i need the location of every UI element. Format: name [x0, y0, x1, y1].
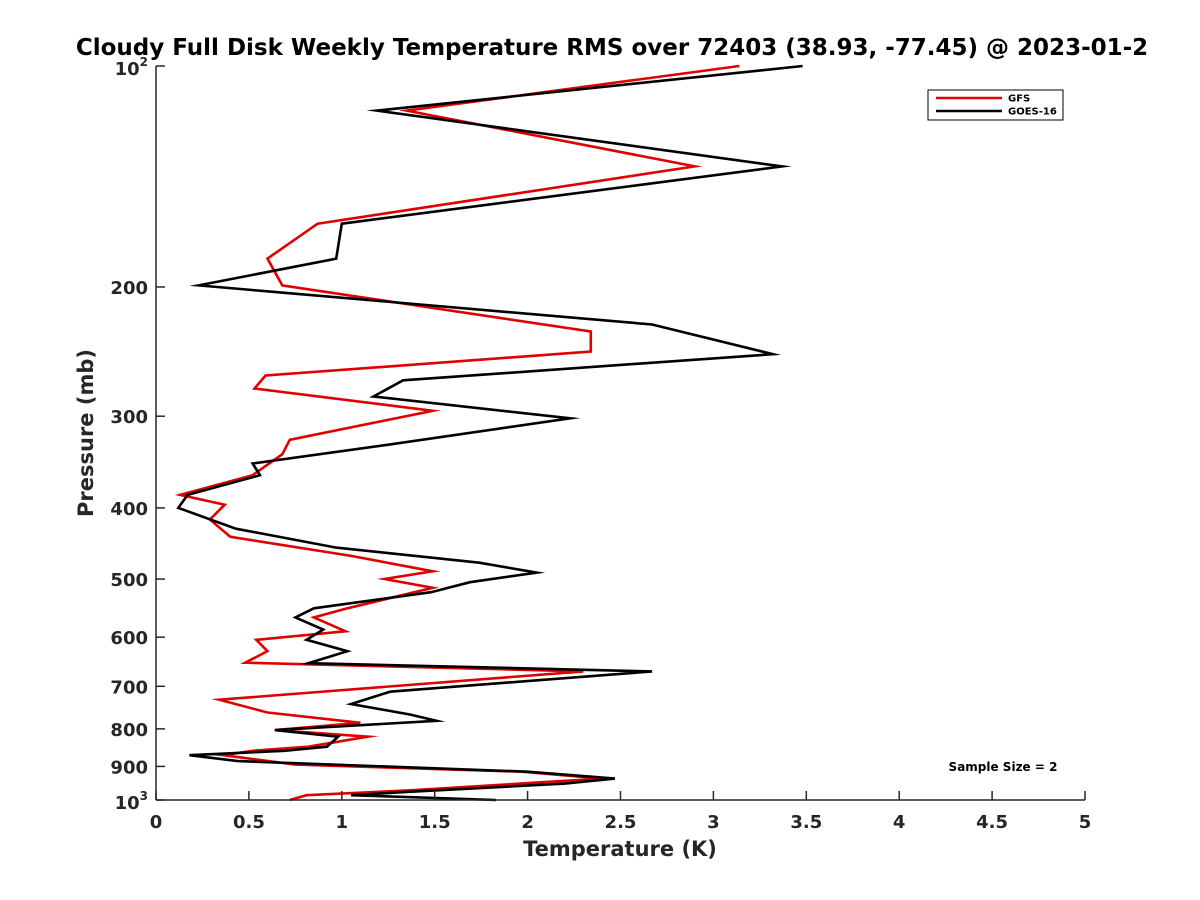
series-line-goes-16: [176, 64, 803, 802]
y-axis-label: Pressure (mb): [74, 349, 98, 517]
x-tick-label: 1: [336, 812, 349, 833]
x-tick-label: 2: [521, 812, 534, 833]
sample-size-annotation: Sample Size = 2: [949, 760, 1058, 774]
series-layer: [174, 64, 803, 802]
y-tick-label: 600: [110, 628, 148, 649]
x-axis-label: Temperature (K): [523, 837, 717, 861]
legend: GFS GOES-16: [927, 89, 1064, 121]
y-tick-label: 500: [110, 570, 148, 591]
legend-label: GOES-16: [1008, 107, 1057, 118]
y-tick-label: 103: [115, 789, 148, 814]
x-tick-label: 0.5: [233, 812, 265, 833]
y-tick-label: 700: [110, 677, 148, 698]
x-tick-label: 3.5: [790, 812, 822, 833]
x-tick-label: 0: [150, 812, 163, 833]
legend-label: GFS: [1008, 94, 1030, 105]
chart-title: Cloudy Full Disk Weekly Temperature RMS …: [76, 35, 1148, 61]
y-tick-label: 102: [115, 55, 148, 80]
y-tick-label: 900: [110, 757, 148, 778]
y-tick-label: 800: [110, 720, 148, 741]
x-tick-label: 3: [707, 812, 720, 833]
y-tick-label: 400: [110, 499, 148, 520]
plot-area: 0 0.5 1 1.5 2 2.5 3 3.5 4 4.5 5 102 200 300 400 500 600 7…: [110, 55, 1091, 833]
y-tick-label: 200: [110, 278, 148, 299]
series-line-gfs: [174, 64, 740, 802]
x-tick-label: 4: [893, 812, 906, 833]
axes-layer: 0 0.5 1 1.5 2 2.5 3 3.5 4 4.5 5 102 200 300 400 500 600 7…: [110, 55, 1091, 833]
y-tick-label: 300: [110, 407, 148, 428]
legend-box: [927, 89, 1064, 121]
x-tick-label: 5: [1079, 812, 1092, 833]
x-tick-label: 2.5: [605, 812, 637, 833]
x-tick-label: 1.5: [419, 812, 451, 833]
x-tick-label: 4.5: [976, 812, 1008, 833]
